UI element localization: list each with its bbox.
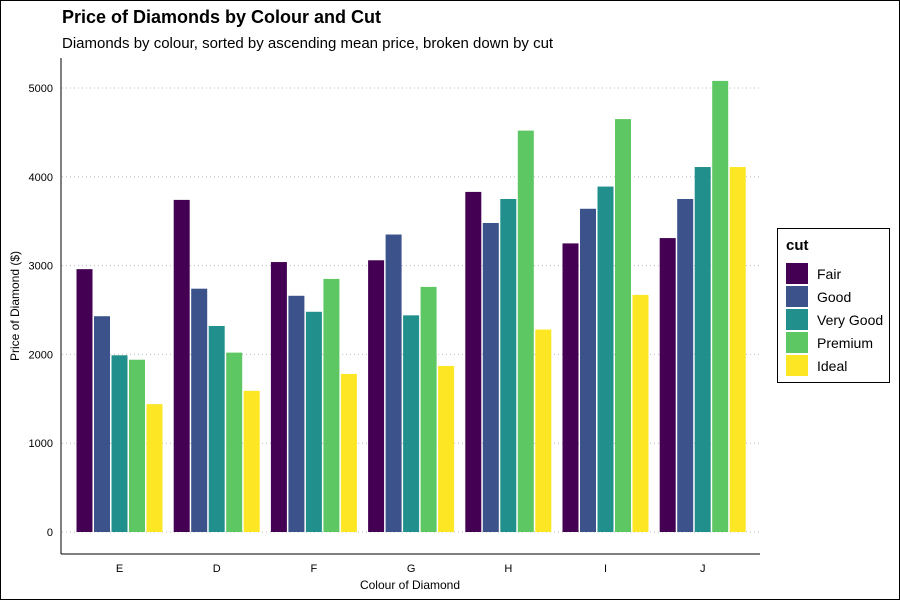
bar-E-premium xyxy=(129,359,145,532)
x-tick-label: H xyxy=(504,563,512,575)
bar-G-ideal xyxy=(438,365,455,532)
x-tick-label: E xyxy=(116,563,123,575)
bar-G-premium xyxy=(420,286,437,532)
bar-I-good xyxy=(580,208,596,532)
bar-E-good xyxy=(94,316,110,532)
y-tick-label: 0 xyxy=(47,527,53,539)
legend-swatch xyxy=(786,263,808,284)
legend-item: Premium xyxy=(786,331,873,354)
bar-H-premium xyxy=(517,130,534,532)
legend-item: Fair xyxy=(786,262,841,285)
legend-label: Fair xyxy=(817,265,842,282)
bar-D-fair xyxy=(173,199,190,532)
bar-H-good xyxy=(482,222,499,533)
legend-label: Premium xyxy=(817,334,874,351)
bar-I-premium xyxy=(615,119,631,532)
bar-I-fair xyxy=(562,243,579,532)
bars xyxy=(76,80,746,533)
legend-swatch xyxy=(786,286,808,307)
bar-D-ideal xyxy=(243,390,260,532)
y-tick-label: 1000 xyxy=(29,438,53,450)
bar-J-good xyxy=(677,199,694,532)
bar-G-fair xyxy=(368,260,385,532)
chart-title: Price of Diamonds by Colour and Cut xyxy=(62,7,382,27)
x-tick-label: F xyxy=(311,563,318,575)
bar-F-premium xyxy=(323,278,340,532)
legend-label: Good xyxy=(817,288,852,305)
legend-swatch xyxy=(786,309,808,330)
bar-D-very-good xyxy=(208,325,225,532)
x-tick-label: I xyxy=(604,563,607,575)
bar-J-premium xyxy=(712,80,729,533)
bar-G-very-good xyxy=(403,315,420,532)
bar-F-very-good xyxy=(305,311,322,532)
y-tick-labels: 0 1000 2000 3000 4000 5000 xyxy=(29,83,53,539)
legend-label: Ideal xyxy=(817,357,848,374)
x-tick-label: D xyxy=(213,563,221,575)
bar-F-good xyxy=(288,295,305,532)
x-tick-label: G xyxy=(407,563,416,575)
legend-swatch xyxy=(786,332,808,353)
bar-H-very-good xyxy=(500,199,517,532)
bar-J-fair xyxy=(659,238,676,532)
legend-title: cut xyxy=(786,237,809,254)
bar-F-fair xyxy=(270,262,287,532)
y-tick-label: 5000 xyxy=(29,83,53,95)
y-tick-label: 2000 xyxy=(29,349,53,361)
legend-label: Very Good xyxy=(817,311,884,328)
bar-D-premium xyxy=(226,352,243,532)
bar-E-ideal xyxy=(146,404,163,532)
y-axis-title: Price of Diamond ($) xyxy=(8,251,22,361)
bar-I-very-good xyxy=(597,186,614,532)
legend: cut Fair Good Very Good Premium Ideal xyxy=(777,228,890,383)
bar-F-ideal xyxy=(340,373,357,532)
bar-J-very-good xyxy=(694,167,711,532)
bar-E-fair xyxy=(76,269,93,532)
bar-J-ideal xyxy=(729,167,746,532)
legend-item: Good xyxy=(786,285,851,308)
x-tick-label: J xyxy=(700,563,706,575)
bar-E-very-good xyxy=(111,355,128,532)
bar-H-fair xyxy=(465,191,482,532)
y-tick-label: 3000 xyxy=(29,261,53,273)
y-tick-label: 4000 xyxy=(29,172,53,184)
axes xyxy=(60,58,760,555)
legend-swatch xyxy=(786,355,808,376)
bar-G-good xyxy=(385,234,402,532)
bar-I-ideal xyxy=(632,294,649,532)
chart-subtitle: Diamonds by colour, sorted by ascending … xyxy=(62,35,554,52)
legend-item: Very Good xyxy=(786,308,883,331)
legend-item: Ideal xyxy=(786,354,847,377)
x-axis-title: Colour of Diamond xyxy=(360,578,460,592)
bar-H-ideal xyxy=(535,329,552,532)
bar-D-good xyxy=(191,288,208,532)
